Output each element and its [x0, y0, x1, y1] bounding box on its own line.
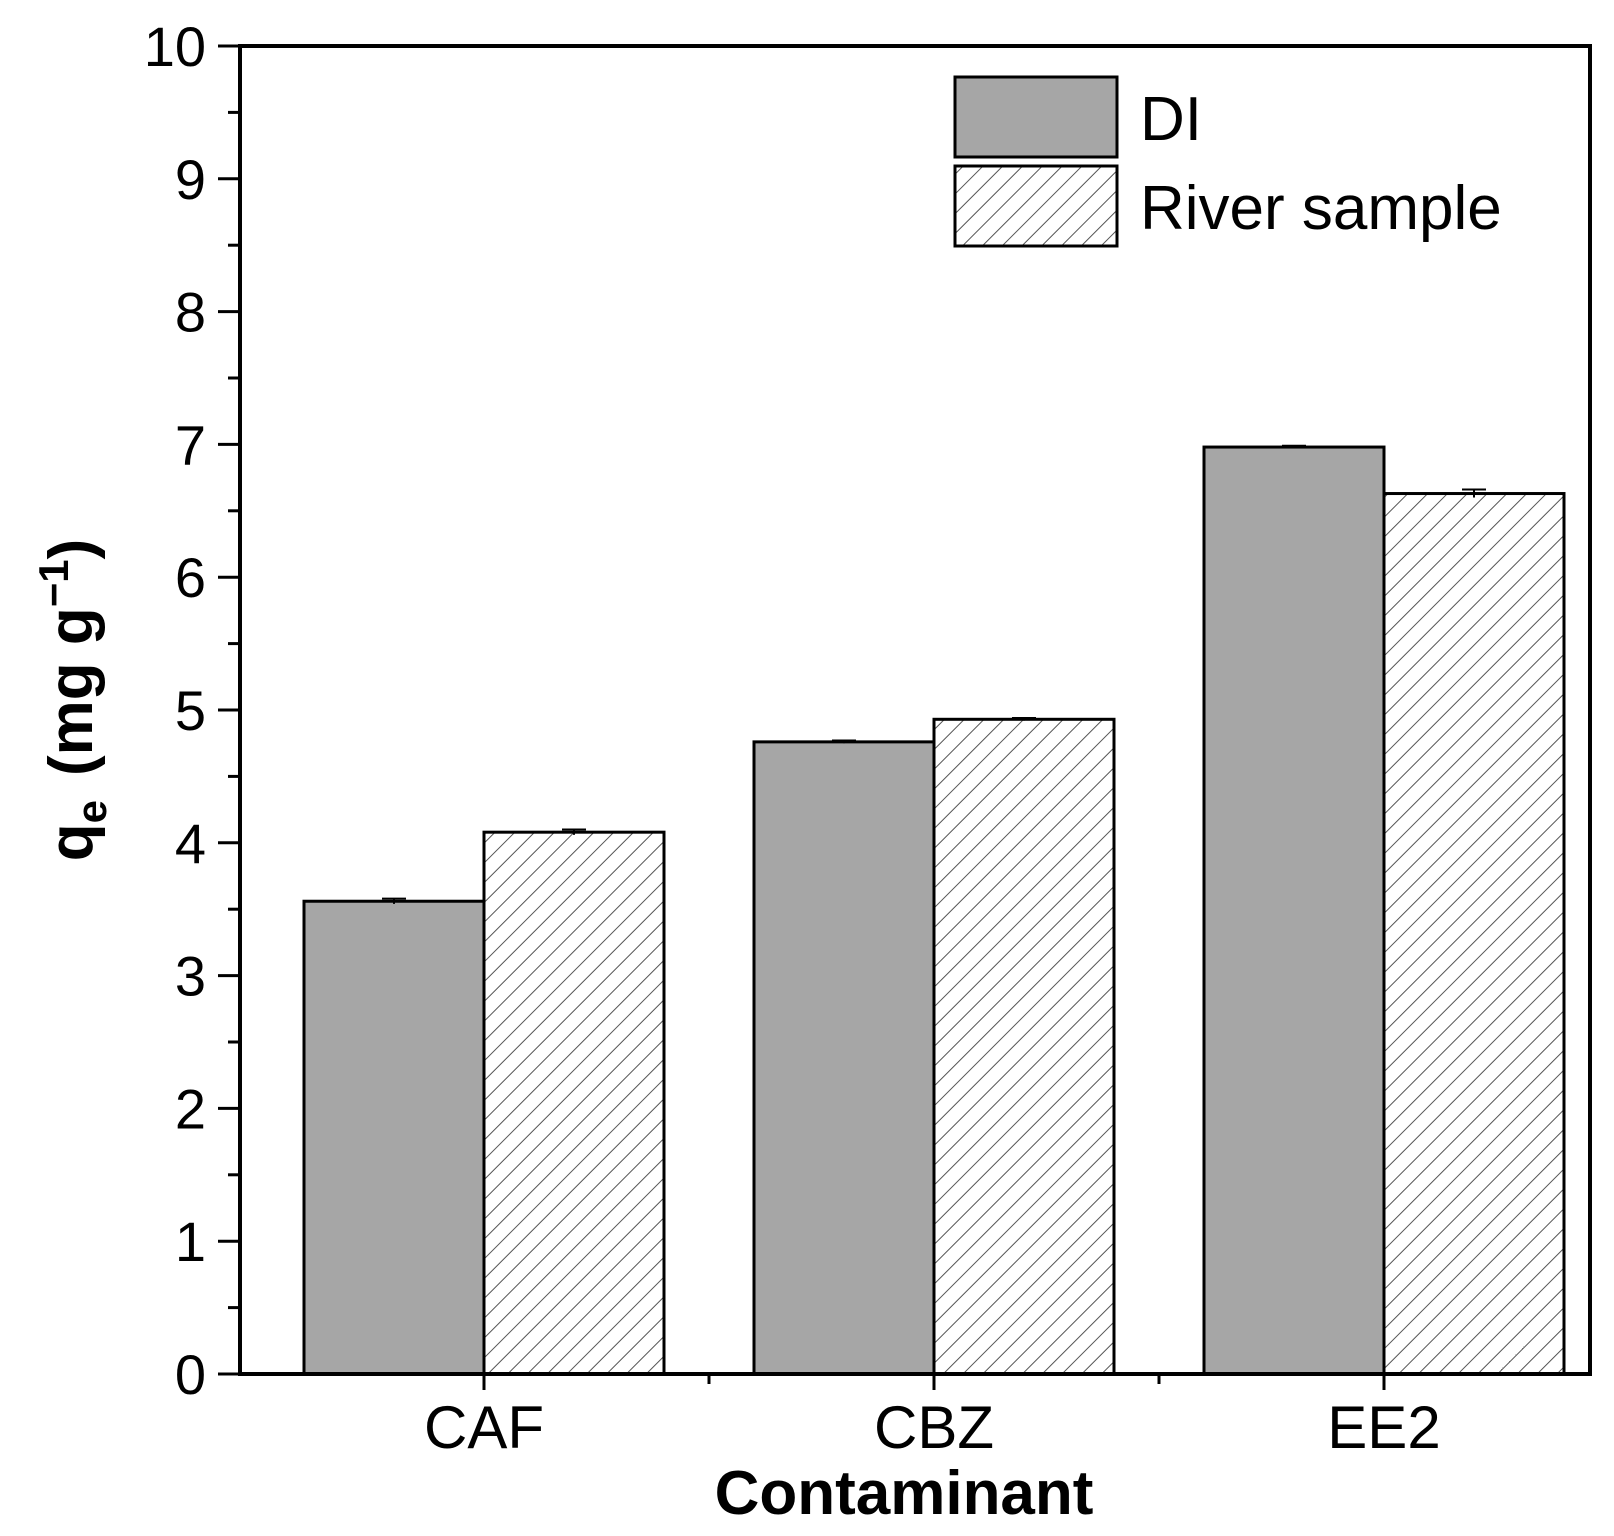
legend-label-di: DI — [1140, 85, 1202, 154]
y-tick-label: 0 — [175, 1343, 206, 1406]
y-tick-label: 5 — [175, 679, 206, 742]
bar-caf-river-sample — [482, 830, 666, 1376]
bar-caf-di — [302, 899, 486, 1376]
y-axis-title-subscript: e — [68, 800, 115, 823]
legend-swatch-di — [953, 75, 1119, 159]
y-tick-label: 6 — [175, 546, 206, 609]
y-tick-label: 10 — [144, 15, 206, 78]
y-tick-label: 8 — [175, 281, 206, 344]
bar-cbz-river-sample — [932, 717, 1116, 1376]
x-tick-label-cbz: CBZ — [874, 1394, 994, 1461]
y-tick-label: 4 — [175, 812, 206, 875]
y-tick-label: 9 — [175, 148, 206, 211]
y-tick-label: 3 — [175, 945, 206, 1008]
bar-cbz-di — [752, 740, 936, 1376]
bar-ee2-di — [1202, 445, 1386, 1376]
x-tick-label-ee2: EE2 — [1327, 1394, 1440, 1461]
y-tick-label: 1 — [175, 1210, 206, 1273]
y-axis-title-close-paren: ) — [37, 539, 106, 560]
y-tick-label: 2 — [175, 1077, 206, 1140]
bar-ee2-river-sample — [1382, 492, 1566, 1376]
legend-swatch-river-sample — [953, 164, 1119, 248]
x-tick-label-caf: CAF — [424, 1394, 544, 1461]
y-axis-title-units: (mg g — [37, 607, 106, 776]
x-axis-title: Contaminant — [715, 1459, 1094, 1528]
y-axis-title-symbol: q — [37, 823, 106, 861]
svg-text:qe(mg g−1): qe (mg g−1) — [30, 539, 115, 862]
legend: DI River sample — [953, 75, 1502, 248]
legend-label-river-sample: River sample — [1140, 174, 1502, 243]
y-tick-label: 7 — [175, 413, 206, 476]
y-axis-title-superscript: −1 — [30, 559, 77, 607]
y-axis-title: qe (mg g−1) — [30, 539, 115, 862]
